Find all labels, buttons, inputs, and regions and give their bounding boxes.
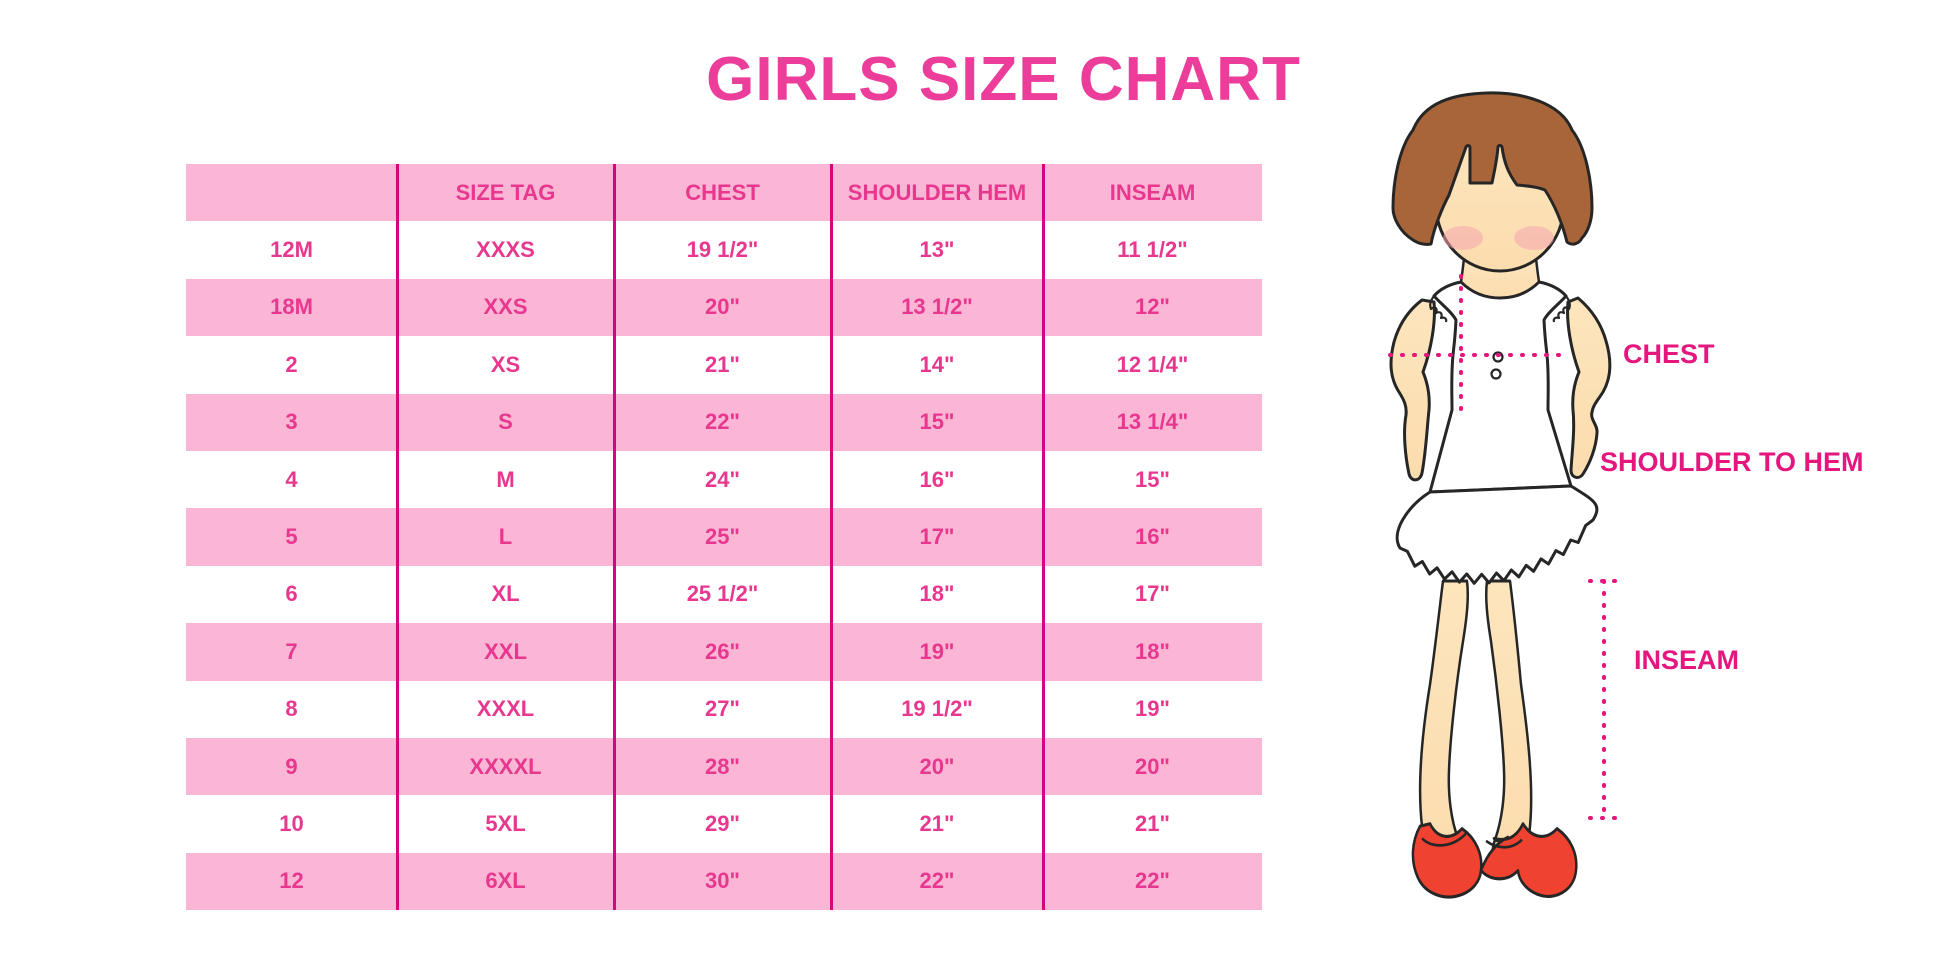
svg-text:SHOULDER TO HEM: SHOULDER TO HEM [1600, 447, 1864, 477]
svg-text:INSEAM: INSEAM [1634, 645, 1739, 675]
svg-text:CHEST: CHEST [1623, 339, 1715, 369]
